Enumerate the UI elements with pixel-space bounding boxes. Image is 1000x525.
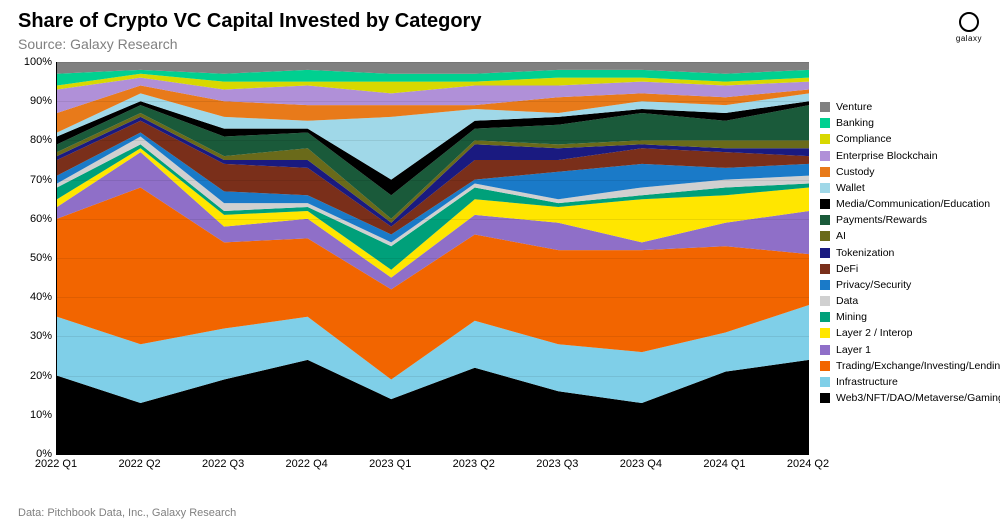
y-tick-label: 90% xyxy=(30,95,52,107)
legend-swatch xyxy=(820,361,830,371)
legend-label: Trading/Exchange/Investing/Lending xyxy=(836,359,1000,373)
legend-swatch xyxy=(820,264,830,274)
legend-item: Enterprise Blockchain xyxy=(820,149,992,163)
y-tick-label: 70% xyxy=(30,174,52,186)
legend-swatch xyxy=(820,118,830,128)
legend-item: Layer 2 / Interop xyxy=(820,326,992,340)
x-tick-label: 2023 Q4 xyxy=(620,458,662,470)
logo-label: galaxy xyxy=(956,34,982,43)
legend-item: Banking xyxy=(820,116,992,130)
gridline xyxy=(57,219,809,220)
legend-item: Privacy/Security xyxy=(820,278,992,292)
gridline xyxy=(57,180,809,181)
legend-swatch xyxy=(820,393,830,403)
legend-label: Payments/Rewards xyxy=(836,213,927,227)
legend-label: Web3/NFT/DAO/Metaverse/Gaming xyxy=(836,391,1000,405)
y-tick-label: 10% xyxy=(30,409,52,421)
legend-label: Venture xyxy=(836,100,872,114)
gridline xyxy=(57,415,809,416)
legend-label: Wallet xyxy=(836,181,865,195)
x-tick-label: 2024 Q2 xyxy=(787,458,829,470)
legend-item: Payments/Rewards xyxy=(820,213,992,227)
legend-item: Tokenization xyxy=(820,246,992,260)
logo-ring-icon xyxy=(959,12,979,32)
legend-swatch xyxy=(820,151,830,161)
legend-label: Layer 1 xyxy=(836,343,871,357)
legend-item: Custody xyxy=(820,165,992,179)
x-tick-label: 2022 Q3 xyxy=(202,458,244,470)
legend-label: Data xyxy=(836,294,858,308)
chart-subtitle: Source: Galaxy Research xyxy=(18,36,178,52)
legend-label: Privacy/Security xyxy=(836,278,911,292)
y-tick-label: 30% xyxy=(30,330,52,342)
y-tick-label: 50% xyxy=(30,252,52,264)
legend-label: Infrastructure xyxy=(836,375,898,389)
gridline xyxy=(57,140,809,141)
legend-swatch xyxy=(820,345,830,355)
legend-item: AI xyxy=(820,229,992,243)
legend-swatch xyxy=(820,248,830,258)
legend-item: Mining xyxy=(820,310,992,324)
x-tick-label: 2022 Q1 xyxy=(35,458,77,470)
legend-item: Layer 1 xyxy=(820,343,992,357)
x-tick-label: 2022 Q4 xyxy=(286,458,328,470)
legend-item: Data xyxy=(820,294,992,308)
legend-item: Web3/NFT/DAO/Metaverse/Gaming xyxy=(820,391,992,405)
galaxy-logo: galaxy xyxy=(956,12,982,43)
gridline xyxy=(57,336,809,337)
legend-swatch xyxy=(820,134,830,144)
legend-swatch xyxy=(820,215,830,225)
legend-swatch xyxy=(820,167,830,177)
y-tick-label: 60% xyxy=(30,213,52,225)
y-tick-label: 40% xyxy=(30,291,52,303)
legend-label: Layer 2 / Interop xyxy=(836,326,912,340)
x-tick-label: 2023 Q2 xyxy=(453,458,495,470)
x-axis: 2022 Q12022 Q22022 Q32022 Q42023 Q12023 … xyxy=(56,454,808,482)
legend-label: AI xyxy=(836,229,846,243)
legend-swatch xyxy=(820,199,830,209)
legend-label: Custody xyxy=(836,165,875,179)
legend-swatch xyxy=(820,231,830,241)
legend-label: Banking xyxy=(836,116,874,130)
chart-area: 0%10%20%30%40%50%60%70%80%90%100% 2022 Q… xyxy=(18,62,808,482)
gridline xyxy=(57,101,809,102)
legend-item: Trading/Exchange/Investing/Lending xyxy=(820,359,992,373)
legend-label: Mining xyxy=(836,310,867,324)
legend: Venture Banking Compliance Enterprise Block… xyxy=(820,100,992,407)
legend-item: Infrastructure xyxy=(820,375,992,389)
x-tick-label: 2022 Q2 xyxy=(118,458,160,470)
legend-item: Media/Communication/Education xyxy=(820,197,992,211)
legend-swatch xyxy=(820,183,830,193)
gridline xyxy=(57,62,809,63)
y-tick-label: 20% xyxy=(30,370,52,382)
gridline xyxy=(57,258,809,259)
legend-label: Media/Communication/Education xyxy=(836,197,990,211)
legend-swatch xyxy=(820,377,830,387)
legend-item: Wallet xyxy=(820,181,992,195)
legend-swatch xyxy=(820,296,830,306)
legend-label: Compliance xyxy=(836,132,891,146)
legend-label: Tokenization xyxy=(836,246,894,260)
data-attribution: Data: Pitchbook Data, Inc., Galaxy Resea… xyxy=(18,507,236,519)
legend-label: Enterprise Blockchain xyxy=(836,149,938,163)
legend-item: DeFi xyxy=(820,262,992,276)
y-axis: 0%10%20%30%40%50%60%70%80%90%100% xyxy=(18,62,56,454)
legend-label: DeFi xyxy=(836,262,858,276)
legend-swatch xyxy=(820,312,830,322)
legend-swatch xyxy=(820,328,830,338)
legend-swatch xyxy=(820,280,830,290)
y-tick-label: 100% xyxy=(24,56,52,68)
gridline xyxy=(57,297,809,298)
x-tick-label: 2023 Q3 xyxy=(536,458,578,470)
x-tick-label: 2023 Q1 xyxy=(369,458,411,470)
legend-swatch xyxy=(820,102,830,112)
x-tick-label: 2024 Q1 xyxy=(703,458,745,470)
chart-title: Share of Crypto VC Capital Invested by C… xyxy=(18,10,481,33)
legend-item: Venture xyxy=(820,100,992,114)
y-tick-label: 80% xyxy=(30,134,52,146)
plot-region xyxy=(56,62,809,455)
gridline xyxy=(57,376,809,377)
legend-item: Compliance xyxy=(820,132,992,146)
